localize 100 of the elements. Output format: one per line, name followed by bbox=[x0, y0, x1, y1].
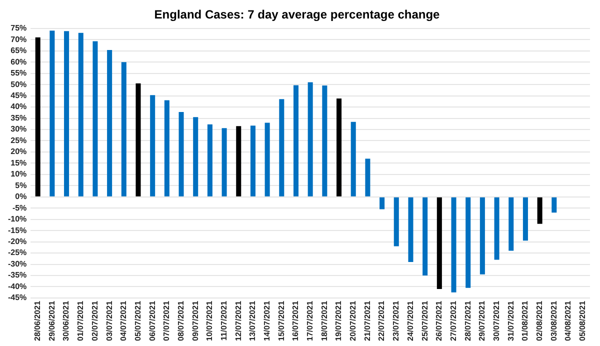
bar bbox=[380, 197, 385, 210]
bar bbox=[164, 100, 170, 196]
bar bbox=[422, 197, 428, 276]
bar bbox=[494, 197, 500, 260]
y-tick-label: 25% bbox=[10, 136, 27, 145]
bar bbox=[107, 50, 112, 196]
x-tick-label: 13/07/2021 bbox=[248, 300, 258, 342]
y-tick-label: 30% bbox=[10, 124, 27, 134]
y-tick-label: 70% bbox=[10, 34, 27, 44]
x-tick-label: 10/07/2021 bbox=[205, 300, 214, 342]
bar bbox=[293, 85, 299, 196]
y-tick-label: 60% bbox=[10, 57, 27, 66]
y-tick-label: -35% bbox=[8, 270, 27, 280]
bar bbox=[537, 197, 542, 224]
x-tick-label: 18/07/2021 bbox=[320, 300, 329, 342]
bar bbox=[35, 37, 40, 196]
x-tick-label: 07/07/2021 bbox=[162, 300, 172, 342]
bar bbox=[394, 197, 399, 246]
x-tick-label: 03/08/2021 bbox=[549, 300, 558, 342]
y-tick-label: 55% bbox=[10, 68, 27, 78]
bar bbox=[365, 158, 370, 196]
x-tick-label: 01/08/2021 bbox=[520, 300, 530, 342]
y-tick-label: 20% bbox=[10, 147, 27, 156]
bar bbox=[308, 82, 313, 196]
chart-title: England Cases: 7 day average percentage change bbox=[154, 8, 440, 22]
y-tick-label: -25% bbox=[8, 248, 27, 258]
x-tick-label: 15/07/2021 bbox=[276, 300, 286, 342]
x-tick-label: 04/07/2021 bbox=[119, 300, 128, 342]
x-tick-label: 26/07/2021 bbox=[434, 300, 444, 342]
x-tick-label: 11/07/2021 bbox=[219, 300, 228, 341]
x-tick-label: 21/07/2021 bbox=[362, 300, 372, 342]
x-tick-label: 27/07/2021 bbox=[448, 300, 458, 342]
bar bbox=[236, 126, 242, 196]
x-tick-label: 22/07/2021 bbox=[377, 300, 386, 342]
y-tick-label: 15% bbox=[10, 158, 27, 168]
x-tick-label: 30/06/2021 bbox=[62, 300, 71, 342]
bar bbox=[336, 98, 342, 196]
x-tick-label: 29/06/2021 bbox=[47, 300, 56, 342]
bar bbox=[64, 31, 70, 196]
bar bbox=[480, 197, 485, 274]
y-tick-label: 75% bbox=[10, 24, 27, 33]
x-tick-label: 08/07/2021 bbox=[176, 300, 186, 342]
x-tick-label: 04/08/2021 bbox=[564, 300, 573, 342]
y-tick-label: -40% bbox=[8, 282, 27, 291]
bar bbox=[522, 197, 528, 241]
x-tick-label: 29/07/2021 bbox=[478, 300, 487, 342]
x-tick-label: 31/07/2021 bbox=[506, 300, 516, 342]
x-tick-label: 17/07/2021 bbox=[306, 300, 315, 342]
x-tick-label: 30/07/2021 bbox=[492, 300, 501, 342]
x-tick-label: 24/07/2021 bbox=[406, 300, 415, 342]
y-tick-label: -10% bbox=[8, 214, 27, 224]
y-tick-label: 10% bbox=[10, 170, 27, 179]
y-tick-label: 5% bbox=[15, 180, 27, 190]
y-tick-label: -5% bbox=[12, 203, 27, 212]
y-tick-label: 0% bbox=[15, 192, 27, 202]
bar bbox=[436, 197, 442, 289]
x-tick-label: 02/07/2021 bbox=[90, 300, 100, 342]
bar bbox=[322, 85, 328, 196]
bar bbox=[136, 83, 141, 196]
bar bbox=[222, 128, 227, 196]
y-tick-label: -30% bbox=[8, 259, 27, 268]
x-tick-label: 12/07/2021 bbox=[234, 300, 243, 342]
bar bbox=[207, 124, 212, 196]
x-tick-label: 20/07/2021 bbox=[348, 300, 358, 342]
bar bbox=[50, 30, 55, 196]
y-tick-label: 35% bbox=[10, 113, 27, 122]
bar bbox=[408, 197, 414, 262]
bar bbox=[150, 95, 156, 196]
x-tick-label: 02/08/2021 bbox=[535, 300, 544, 342]
bar bbox=[279, 99, 284, 196]
bar bbox=[451, 197, 456, 292]
x-tick-label: 25/07/2021 bbox=[420, 300, 430, 342]
x-tick-label: 05/07/2021 bbox=[133, 300, 142, 342]
x-tick-label: 23/07/2021 bbox=[392, 300, 401, 342]
x-tick-label: 05/08/2021 bbox=[578, 300, 588, 342]
bar bbox=[121, 62, 126, 196]
bar bbox=[552, 197, 557, 213]
bar bbox=[193, 117, 198, 196]
x-tick-label: 28/07/2021 bbox=[463, 300, 472, 342]
y-tick-label: 50% bbox=[10, 80, 27, 89]
y-tick-label: -45% bbox=[8, 293, 27, 302]
y-tick-label: 65% bbox=[10, 46, 27, 56]
bar bbox=[466, 197, 471, 288]
y-tick-label: -15% bbox=[8, 226, 27, 235]
x-tick-label: 19/07/2021 bbox=[334, 300, 344, 342]
x-tick-label: 28/06/2021 bbox=[33, 300, 42, 342]
x-tick-label: 06/07/2021 bbox=[148, 300, 157, 342]
x-tick-label: 03/07/2021 bbox=[104, 300, 114, 342]
bar bbox=[178, 112, 184, 196]
y-tick-label: 40% bbox=[10, 102, 27, 112]
bar bbox=[264, 122, 270, 196]
x-tick-label: 16/07/2021 bbox=[291, 300, 300, 342]
y-tick-label: -20% bbox=[8, 237, 27, 246]
x-tick-label: 09/07/2021 bbox=[190, 300, 200, 342]
bar bbox=[250, 126, 256, 196]
y-tick-label: 45% bbox=[10, 90, 27, 100]
x-tick-label: 14/07/2021 bbox=[262, 300, 272, 342]
bar bbox=[508, 197, 514, 251]
x-tick-label: 01/07/2021 bbox=[76, 300, 86, 342]
bar bbox=[350, 122, 356, 196]
